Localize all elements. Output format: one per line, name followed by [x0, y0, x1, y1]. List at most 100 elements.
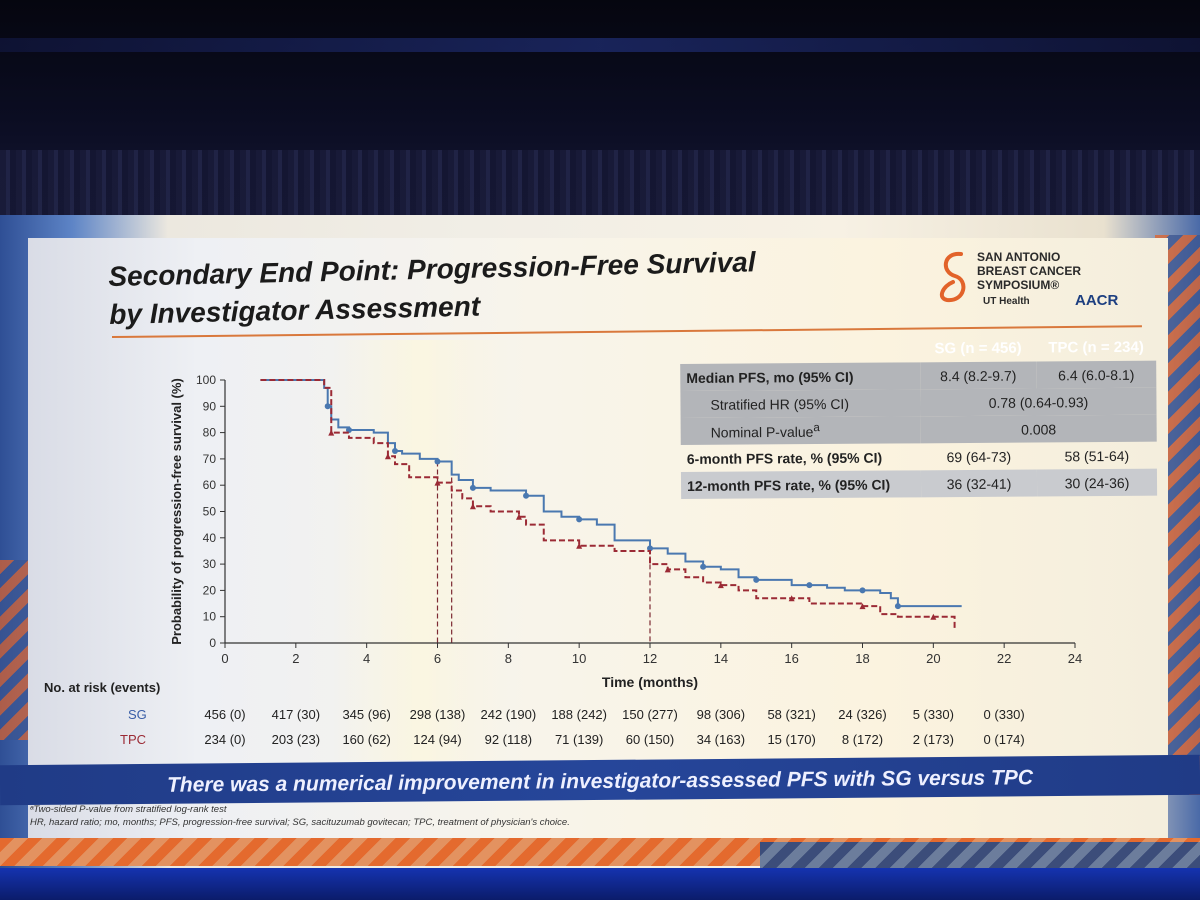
censor-marker-sg [806, 582, 813, 589]
x-tick-label: 16 [784, 651, 798, 666]
y-tick-label: 10 [203, 610, 217, 624]
stage-floor [0, 868, 1200, 900]
risk-table: No. at risk (events) SG TPC 456 (0) 417 (… [44, 680, 1164, 760]
x-tick-label: 24 [1068, 651, 1082, 666]
tpc-header: TPC (n = 234) [1048, 338, 1144, 357]
series-line-tpc [260, 379, 956, 630]
y-tick-label: 60 [203, 478, 217, 492]
censor-marker-sg [647, 545, 653, 552]
risk-cell-sg: 242 (190) [480, 707, 537, 722]
y-tick-label: 20 [203, 583, 217, 597]
y-tick-label: 80 [203, 426, 217, 440]
footnote-abbreviations: HR, hazard ratio; mo, months; PFS, progr… [30, 817, 570, 828]
censor-marker-tpc [576, 542, 583, 549]
risk-cell-tpc: 0 (174) [983, 732, 1025, 747]
risk-cell-sg: 0 (330) [983, 707, 1025, 722]
risk-cell-tpc: 15 (170) [767, 732, 816, 747]
risk-cell-sg: 150 (277) [622, 707, 678, 722]
y-tick-label: 90 [203, 399, 217, 413]
y-tick-label: 70 [203, 452, 217, 466]
sabcs-ribbon-icon [939, 251, 966, 303]
x-tick-label: 0 [221, 651, 228, 666]
slide-panel [28, 238, 1168, 848]
risk-cell-sg: 58 (321) [767, 707, 816, 722]
y-tick-label: 30 [203, 557, 217, 571]
censor-marker-tpc [717, 582, 724, 589]
footnote-p-value: ᵃTwo-sided P-value from stratified log-r… [30, 804, 227, 815]
risk-cell-sg: 98 (306) [696, 707, 746, 722]
risk-cell-tpc: 34 (163) [696, 732, 746, 747]
censor-marker-tpc [859, 603, 866, 610]
censor-marker-tpc [328, 429, 335, 436]
censor-marker-tpc [434, 479, 441, 486]
x-tick-label: 2 [292, 651, 299, 666]
logo-line-3: SYMPOSIUM® [977, 278, 1060, 292]
stats-header-row: SG (n = 456) TPC (n = 234) [680, 334, 1156, 364]
x-tick-label: 8 [505, 651, 512, 666]
risk-cell-sg: 188 (242) [551, 707, 607, 722]
censor-marker-sg [753, 576, 760, 583]
ut-health-logo: UT Health [983, 296, 1030, 307]
decorative-stripes-left [0, 560, 28, 740]
footnotes: ᵃTwo-sided P-value from stratified log-r… [30, 803, 930, 829]
censor-marker-sg [345, 426, 352, 433]
risk-cell-sg: 456 (0) [204, 707, 246, 722]
x-tick-label: 18 [855, 651, 869, 666]
risk-header: No. at risk (events) [44, 680, 161, 695]
stage-curtain [0, 150, 1200, 220]
censor-marker-sg [576, 516, 583, 523]
x-tick-label: 4 [363, 651, 370, 666]
y-tick-label: 50 [203, 505, 217, 519]
censor-marker-sg [700, 563, 707, 570]
censor-marker-sg [859, 587, 866, 594]
aacr-logo: AACR [1075, 292, 1119, 309]
censor-marker-sg [469, 484, 476, 491]
risk-cell-sg: 24 (326) [838, 707, 887, 722]
y-tick-label: 100 [196, 373, 216, 387]
x-tick-label: 10 [572, 651, 586, 666]
risk-cell-tpc: 60 (150) [625, 732, 675, 747]
risk-cell-tpc: 8 (172) [841, 732, 884, 747]
censor-marker-tpc [930, 613, 937, 620]
sg-header: SG (n = 456) [934, 339, 1022, 358]
y-axis-label: Probability of progression-free survival… [169, 378, 184, 645]
sabcs-name: SAN ANTONIO BREAST CANCER SYMPOSIUM® [977, 250, 1147, 292]
risk-cell-sg: 5 (330) [912, 707, 954, 722]
censor-marker-sg [434, 458, 441, 465]
x-tick-label: 20 [926, 651, 940, 666]
risk-cell-tpc: 124 (94) [413, 732, 462, 747]
projector-glare [330, 340, 510, 760]
risk-sg-label: SG [128, 707, 147, 722]
series-line-sg [260, 379, 962, 608]
risk-cell-tpc: 2 (173) [912, 732, 954, 747]
stage-truss [0, 38, 1200, 52]
censor-marker-sg [324, 403, 331, 410]
logo-line-1: SAN ANTONIO [977, 250, 1061, 264]
censor-marker-sg [894, 603, 901, 610]
risk-cell-tpc: 92 (118) [484, 732, 533, 747]
censor-marker-sg [392, 448, 398, 455]
x-tick-label: 12 [643, 651, 657, 666]
risk-cell-sg: 345 (96) [342, 707, 391, 722]
censor-marker-tpc [469, 503, 476, 510]
risk-cell-tpc: 234 (0) [204, 732, 246, 747]
y-tick-label: 0 [209, 636, 216, 650]
censor-marker-tpc [664, 566, 671, 573]
censor-marker-sg [523, 492, 530, 499]
censor-marker-tpc [384, 453, 391, 460]
x-tick-label: 22 [997, 651, 1011, 666]
x-tick-label: 6 [434, 651, 441, 666]
risk-cell-sg: 298 (138) [409, 707, 466, 722]
x-axis-label: Time (months) [602, 674, 698, 690]
risk-cell-sg: 417 (30) [271, 707, 321, 722]
decorative-stripes-bottom-dark [760, 842, 1200, 872]
censor-marker-tpc [788, 595, 795, 602]
risk-cell-tpc: 71 (139) [554, 732, 604, 747]
x-tick-label: 14 [714, 651, 728, 666]
risk-cell-tpc: 160 (62) [342, 732, 391, 747]
risk-tpc-label: TPC [120, 732, 146, 747]
sabcs-logo: SAN ANTONIO BREAST CANCER SYMPOSIUM® UT … [935, 248, 1150, 328]
risk-cell-tpc: 203 (23) [271, 732, 321, 747]
y-tick-label: 40 [203, 531, 217, 545]
